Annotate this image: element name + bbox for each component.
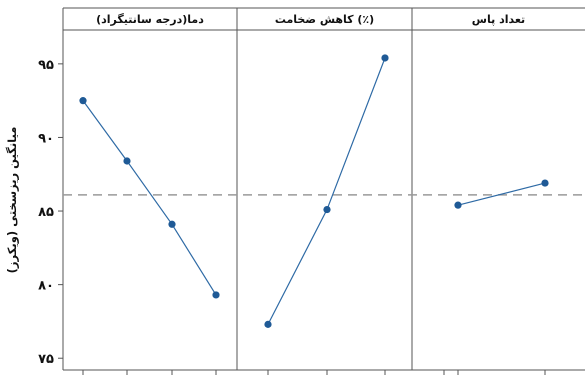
- data-point: [79, 97, 87, 105]
- y-tick-label: ۷۵: [38, 352, 54, 367]
- panel-title-1: دما(درجه سانتیگراد): [96, 13, 204, 26]
- data-point: [168, 220, 176, 228]
- data-point: [123, 157, 131, 165]
- y-tick-label: ۹۵: [38, 58, 54, 73]
- data-point: [541, 179, 549, 187]
- data-point: [454, 201, 462, 209]
- data-point: [264, 320, 272, 328]
- data-point: [323, 205, 331, 214]
- series-line-2: [267, 57, 386, 325]
- plot-frame: [58, 7, 585, 375]
- series-line-3: [457, 182, 546, 206]
- data-point: [381, 54, 389, 62]
- y-tick-label: ۹۰: [38, 131, 54, 146]
- text-layer: میانگین ریزسختی (ویکرز) ۷۵ ۸۰ ۸۵ ۹۰ ۹۵ دما(در…: [5, 13, 525, 367]
- data-point: [212, 291, 220, 299]
- panel-title-2: کاهش ضخامت (٪): [275, 13, 374, 26]
- y-tick-label: ۸۰: [38, 279, 54, 294]
- series-line-1: [82, 100, 217, 296]
- y-tick-label: ۸۵: [38, 205, 54, 220]
- y-axis-label: میانگین ریزسختی (ویکرز): [5, 127, 20, 274]
- panel-title-3: تعداد پاس: [472, 13, 525, 26]
- series-layer: [79, 54, 549, 328]
